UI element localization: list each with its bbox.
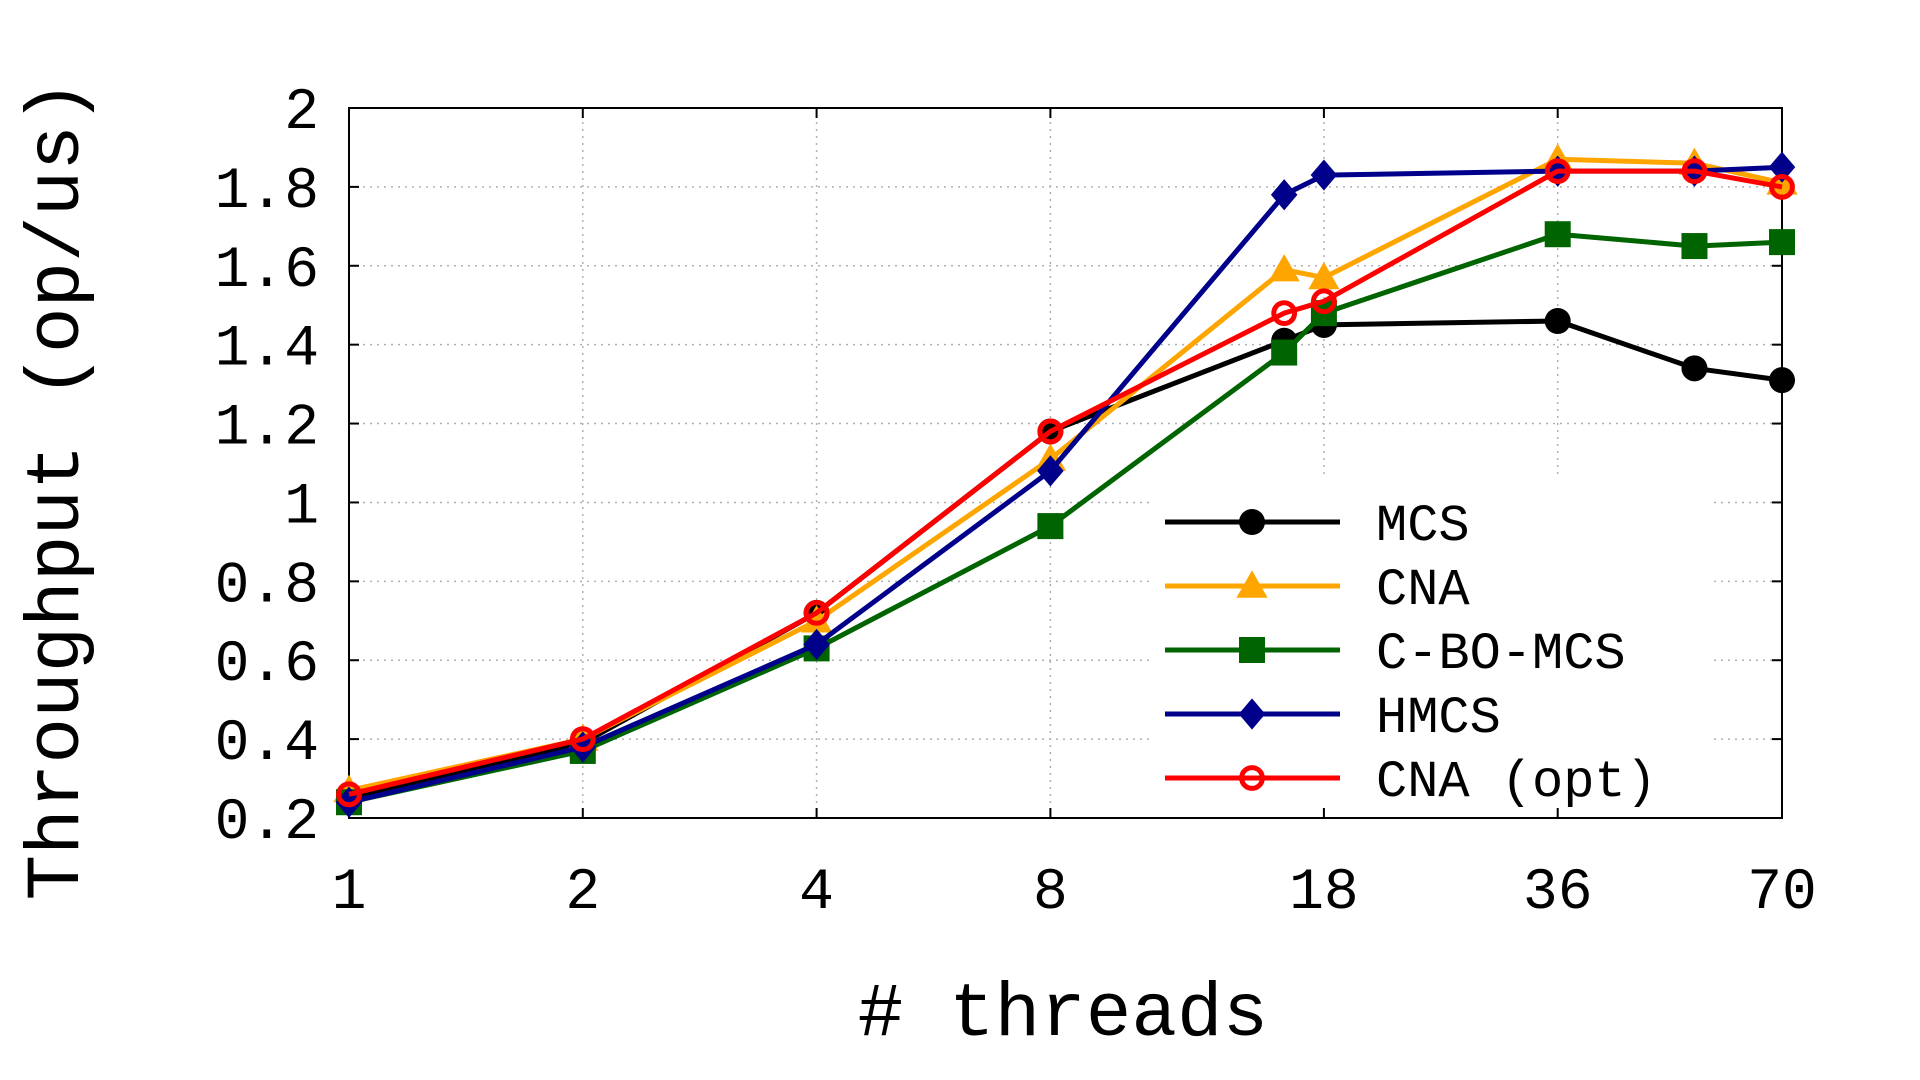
data-point-c-bo-mcs: [1037, 513, 1064, 540]
series-cna-opt: [336, 158, 1795, 808]
data-point-hmcs: [1270, 179, 1298, 211]
legend-label-cna: CNA: [1376, 561, 1470, 620]
axes: 0.2 0.4 0.6 0.8 1 1.2 1.4 1.6 1.8 2 1 2 4 8 18 36 70: [215, 81, 1817, 926]
legend-marker-hmcs: [1238, 698, 1266, 730]
y-tick-label: 0.2: [215, 791, 319, 856]
data-point-cna-opt: [1681, 158, 1708, 185]
x-axis-title: # threads: [858, 972, 1268, 1058]
y-tick-label: 0.4: [215, 712, 319, 777]
y-tick-label: 0.6: [215, 633, 319, 698]
data-point-cna-opt: [336, 781, 362, 808]
legend-label-hmcs: HMCS: [1376, 689, 1501, 748]
data-point-cna-opt: [569, 726, 596, 753]
data-point-c-bo-mcs: [1769, 229, 1795, 256]
data-point-cna-opt: [1037, 418, 1064, 445]
legend-label-c-bo-mcs: C-BO-MCS: [1376, 625, 1626, 684]
y-axis-title: Throughput (op/us): [15, 80, 101, 901]
legend-label-mcs: MCS: [1376, 497, 1470, 556]
data-point-mcs: [1681, 355, 1708, 382]
data-point-mcs: [1769, 367, 1795, 394]
legend-marker-c-bo-mcs: [1239, 637, 1265, 663]
y-tick-label: 1.4: [215, 318, 319, 383]
data-point-hmcs: [1037, 455, 1064, 487]
x-tick-label: 18: [1289, 861, 1359, 926]
y-tick-label: 1: [284, 475, 319, 540]
data-point-hmcs: [1310, 159, 1338, 191]
y-tick-label: 1.2: [215, 397, 319, 462]
data-point-hmcs: [1768, 151, 1796, 183]
x-tick-label: 2: [565, 861, 600, 926]
data-point-cna-opt: [1311, 288, 1337, 315]
y-tick-label: 1.6: [215, 239, 319, 304]
data-point-c-bo-mcs: [1544, 221, 1571, 248]
x-tick-label: 8: [1033, 861, 1068, 926]
data-point-c-bo-mcs: [1681, 233, 1708, 260]
data-point-cna-opt: [1544, 158, 1571, 185]
data-point-cna-opt: [803, 599, 830, 626]
legend-label-cna-opt: CNA (opt): [1376, 753, 1657, 812]
x-tick-label: 4: [799, 861, 834, 926]
series-line-cna-opt: [348, 168, 1783, 797]
data-point-hmcs: [335, 786, 363, 818]
x-tick-label: 1: [332, 861, 367, 926]
plot-frame: [348, 107, 1783, 819]
y-tick-label: 2: [284, 81, 319, 146]
x-tick-label: 36: [1523, 861, 1593, 926]
series: [333, 143, 1798, 818]
data-point-cna: [1308, 262, 1340, 290]
data-point-mcs: [1544, 308, 1571, 334]
legend-marker-cna-opt: [1239, 765, 1265, 791]
data-point-hmcs: [803, 628, 830, 661]
data-point-cna-opt: [1769, 173, 1795, 200]
y-tick-label: 1.8: [215, 160, 319, 225]
legend-marker-mcs: [1239, 509, 1265, 535]
data-point-cna-opt: [1271, 300, 1298, 327]
data-point-cna: [800, 605, 833, 633]
legend-marker-cna: [1236, 570, 1268, 598]
x-tick-label: 70: [1747, 861, 1817, 926]
y-tick-label: 0.8: [215, 554, 319, 619]
data-point-cna: [1268, 254, 1300, 282]
data-point-c-bo-mcs: [1271, 339, 1298, 366]
